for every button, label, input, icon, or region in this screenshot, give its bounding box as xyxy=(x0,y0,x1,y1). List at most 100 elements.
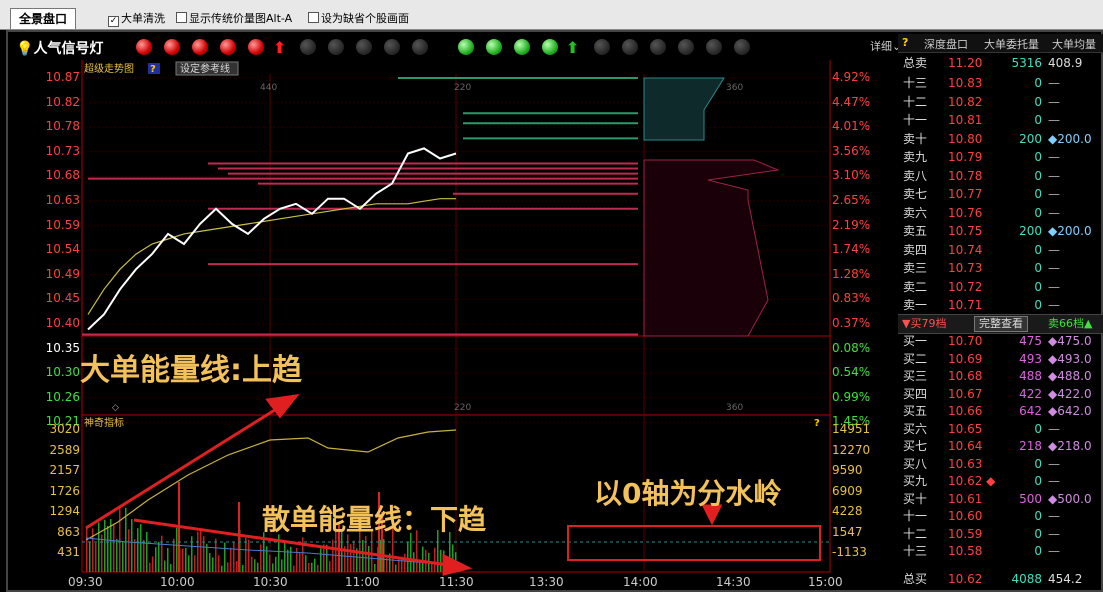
depth-cell-vol: 200 xyxy=(1019,224,1042,238)
depth-row[interactable]: 卖四 10.74 0 — xyxy=(898,241,1103,259)
depth-panel: ? 深度盘口 大单委托量 大单均量 总卖 11.20 5316 408.9 十三 10.8… xyxy=(898,34,1103,592)
percent-tick-label: 1.74% xyxy=(832,242,871,257)
depth-cell-price: 10.67 xyxy=(948,386,983,401)
option-traditional-chart[interactable]: 显示传统价量图Alt-A xyxy=(176,12,292,26)
volume-bar xyxy=(116,538,118,572)
intraday-chart[interactable]: 超级走势图 ? 设定参考线 神奇指标 ? 440 220 360 220 360… xyxy=(8,60,898,590)
detail-button[interactable]: 详细⌄ xyxy=(870,40,902,53)
volume-bar xyxy=(170,564,172,572)
depth-row[interactable]: 买十 10.61 500 ◆500.0 xyxy=(898,490,1103,508)
depth-row[interactable]: 买二 10.69 493 ◆493.0 xyxy=(898,350,1103,368)
depth-row[interactable]: 卖十 10.80 200 ◆200.0 xyxy=(898,130,1103,148)
depth-row[interactable]: 十二 10.82 0 — xyxy=(898,93,1103,111)
volume-bar xyxy=(238,502,240,572)
big-order-energy-line xyxy=(85,429,457,541)
depth-cell-name: 十一 xyxy=(903,113,928,127)
option-default-screen[interactable]: 设为缺省个股画面 xyxy=(308,12,409,26)
volume-bar xyxy=(410,532,412,572)
volume-bar xyxy=(422,546,424,572)
time-tick-label: 11:30 xyxy=(439,575,474,589)
depth-cell-big: — xyxy=(1048,526,1060,541)
depth-row[interactable]: 买七 10.64 218 ◆218.0 xyxy=(898,437,1103,455)
depth-row[interactable]: 十二 10.59 0 — xyxy=(898,525,1103,543)
volume-bar xyxy=(209,553,211,572)
indicator-help-icon[interactable]: ? xyxy=(814,418,820,429)
volume-bar xyxy=(437,529,439,572)
depth-row[interactable]: 卖一 10.71 0 — xyxy=(898,296,1103,314)
volume-bar xyxy=(368,545,370,572)
percent-tick-label: 3.10% xyxy=(832,168,871,183)
depth-cell-name: 买九 xyxy=(903,474,928,488)
volume-bar xyxy=(176,527,178,572)
volume-bar xyxy=(272,563,274,572)
signal-off-icon xyxy=(734,39,750,55)
depth-row[interactable]: 总卖 11.20 5316 408.9 xyxy=(898,54,1103,72)
price-tick-label: 10.73 xyxy=(45,143,80,158)
volume-bar xyxy=(122,541,124,572)
depth-row[interactable]: 卖六 10.76 0 — xyxy=(898,204,1103,222)
set-reference-line-button[interactable] xyxy=(175,61,239,76)
depth-row[interactable]: 十一 10.60 0 — xyxy=(898,507,1103,525)
price-tick-label: 10.26 xyxy=(45,389,80,404)
checkbox-icon[interactable] xyxy=(308,12,319,23)
up-arrow-green-icon: ⬆ xyxy=(566,38,580,57)
annotation-small-order: 散单能量线：下趋 xyxy=(262,503,487,536)
depth-row[interactable]: 买一 10.70 475 ◆475.0 xyxy=(898,332,1103,350)
help-icon[interactable] xyxy=(148,63,160,74)
depth-row[interactable]: 买八 10.63 0 — xyxy=(898,455,1103,473)
depth-row[interactable]: 买九 10.62 ◆ 0 — xyxy=(898,472,1103,490)
depth-row[interactable]: 十一 10.81 0 — xyxy=(898,111,1103,129)
depth-cell-big: — xyxy=(1048,113,1060,127)
depth-row[interactable]: 卖三 10.73 0 — xyxy=(898,259,1103,277)
depth-row[interactable]: 卖九 10.79 0 — xyxy=(898,148,1103,166)
time-tick-label: 14:00 xyxy=(623,575,658,589)
depth-row[interactable]: 卖二 10.72 0 — xyxy=(898,278,1103,296)
depth-row[interactable]: 买四 10.67 422 ◆422.0 xyxy=(898,385,1103,403)
depth-tab[interactable]: 深度盘口 xyxy=(924,38,968,51)
grid-label: 220 xyxy=(454,83,471,93)
tab-panorama[interactable]: 全景盘口 xyxy=(10,8,76,29)
buy-levels-tab[interactable]: ▼买79档 xyxy=(902,317,947,330)
volume-bar xyxy=(416,530,418,572)
depth-row[interactable]: 卖八 10.78 0 — xyxy=(898,167,1103,185)
percent-tick-label: 4.47% xyxy=(832,94,871,109)
depth-cell-big: 408.9 xyxy=(1048,56,1083,70)
depth-row[interactable]: 十三 10.58 0 — xyxy=(898,542,1103,560)
depth-cell-price: 10.80 xyxy=(948,131,983,146)
option-big-order-clean[interactable]: ✓ 大单清洗 xyxy=(108,12,165,27)
depth-cell-price: 10.79 xyxy=(948,150,983,164)
depth-row[interactable]: 买三 10.68 488 ◆488.0 xyxy=(898,367,1103,385)
signal-off-icon xyxy=(356,39,372,55)
depth-cell-price: 10.75 xyxy=(948,224,983,238)
depth-cell-big: — xyxy=(1048,509,1060,523)
grid-label: 360 xyxy=(726,403,743,413)
depth-row[interactable]: 买五 10.66 642 ◆642.0 xyxy=(898,402,1103,420)
depth-cell-name: 总卖 xyxy=(903,56,928,70)
depth-row[interactable]: 卖五 10.75 200 ◆200.0 xyxy=(898,222,1103,240)
depth-row[interactable]: 十三 10.83 0 — xyxy=(898,74,1103,92)
percent-tick-label: 3.56% xyxy=(832,143,871,158)
price-tick-label: 10.35 xyxy=(45,340,80,355)
depth-row[interactable]: 买六 10.65 0 — xyxy=(898,420,1103,438)
sell-levels-tab[interactable]: 卖66档▲ xyxy=(1048,317,1093,330)
checkbox-icon[interactable] xyxy=(176,12,187,23)
depth-cell-name: 十二 xyxy=(903,526,928,541)
volume-bar xyxy=(275,556,277,572)
percent-tick-label: 2.19% xyxy=(832,217,871,232)
depth-cell-name: 卖二 xyxy=(903,279,928,294)
help-icon[interactable]: ? xyxy=(150,64,156,75)
depth-row[interactable]: 卖七 10.77 0 — xyxy=(898,185,1103,203)
annotation-zero-axis: 以0轴为分水岭 xyxy=(594,477,782,510)
depth-help-icon[interactable]: ? xyxy=(902,36,909,49)
signal-red-icon xyxy=(136,39,152,55)
time-tick-label: 09:30 xyxy=(68,575,103,589)
volume-bar xyxy=(128,529,130,572)
depth-cell-vol: 0 xyxy=(1034,94,1042,109)
full-view-button[interactable]: 完整查看 xyxy=(974,316,1028,332)
signal-green-icon xyxy=(458,39,474,55)
depth-cell-vol: 493 xyxy=(1019,351,1042,366)
depth-row[interactable]: 总买 10.62 4088 454.2 xyxy=(898,570,1103,588)
checkbox-checked-icon[interactable]: ✓ xyxy=(108,16,119,27)
volume-bar xyxy=(344,546,346,572)
depth-cell-vol: 0 xyxy=(1034,526,1042,541)
